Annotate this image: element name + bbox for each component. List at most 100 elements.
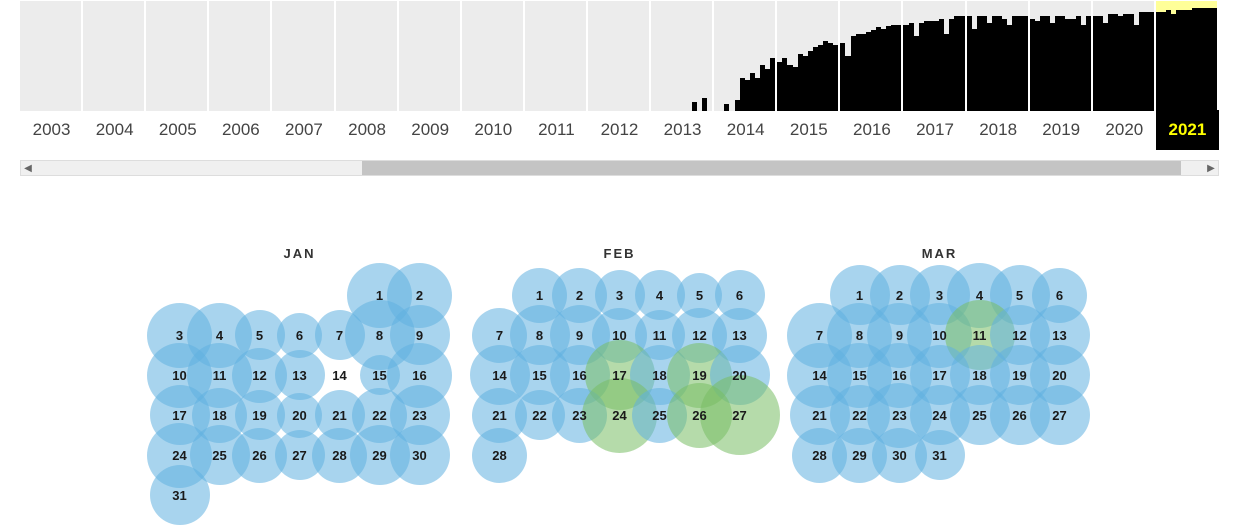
day-13[interactable]: 13 bbox=[720, 315, 760, 355]
day-16[interactable]: 16 bbox=[560, 355, 600, 395]
day-11[interactable]: 11 bbox=[960, 315, 1000, 355]
day-17[interactable]: 17 bbox=[160, 395, 200, 435]
year-cell-2010[interactable] bbox=[462, 1, 525, 111]
day-26[interactable]: 26 bbox=[1000, 395, 1040, 435]
day-23[interactable]: 23 bbox=[880, 395, 920, 435]
day-14[interactable]: 14 bbox=[480, 355, 520, 395]
day-12[interactable]: 12 bbox=[240, 355, 280, 395]
day-20[interactable]: 20 bbox=[720, 355, 760, 395]
year-label-2012[interactable]: 2012 bbox=[588, 110, 651, 150]
year-label-2010[interactable]: 2010 bbox=[462, 110, 525, 150]
day-20[interactable]: 20 bbox=[280, 395, 320, 435]
day-19[interactable]: 19 bbox=[240, 395, 280, 435]
day-27[interactable]: 27 bbox=[280, 435, 320, 475]
day-20[interactable]: 20 bbox=[1040, 355, 1080, 395]
year-label-2016[interactable]: 2016 bbox=[840, 110, 903, 150]
day-16[interactable]: 16 bbox=[400, 355, 440, 395]
day-29[interactable]: 29 bbox=[360, 435, 400, 475]
day-12[interactable]: 12 bbox=[1000, 315, 1040, 355]
day-7[interactable]: 7 bbox=[480, 315, 520, 355]
day-18[interactable]: 18 bbox=[640, 355, 680, 395]
day-13[interactable]: 13 bbox=[1040, 315, 1080, 355]
day-9[interactable]: 9 bbox=[560, 315, 600, 355]
year-cell-2020[interactable] bbox=[1093, 1, 1156, 111]
year-label-2018[interactable]: 2018 bbox=[967, 110, 1030, 150]
day-3[interactable]: 3 bbox=[160, 315, 200, 355]
day-15[interactable]: 15 bbox=[520, 355, 560, 395]
year-label-2017[interactable]: 2017 bbox=[903, 110, 966, 150]
day-28[interactable]: 28 bbox=[800, 435, 840, 475]
year-label-2021[interactable]: 2021 bbox=[1156, 110, 1219, 150]
day-7[interactable]: 7 bbox=[320, 315, 360, 355]
day-24[interactable]: 24 bbox=[600, 395, 640, 435]
day-31[interactable]: 31 bbox=[160, 475, 200, 515]
day-11[interactable]: 11 bbox=[640, 315, 680, 355]
day-21[interactable]: 21 bbox=[480, 395, 520, 435]
day-30[interactable]: 30 bbox=[400, 435, 440, 475]
day-21[interactable]: 21 bbox=[800, 395, 840, 435]
day-10[interactable]: 10 bbox=[160, 355, 200, 395]
year-cell-2021[interactable] bbox=[1156, 1, 1219, 111]
day-4[interactable]: 4 bbox=[640, 275, 680, 315]
year-label-2003[interactable]: 2003 bbox=[20, 110, 83, 150]
year-cell-2011[interactable] bbox=[525, 1, 588, 111]
year-label-2007[interactable]: 2007 bbox=[272, 110, 335, 150]
year-label-2009[interactable]: 2009 bbox=[399, 110, 462, 150]
day-6[interactable]: 6 bbox=[1040, 275, 1080, 315]
scroll-track[interactable] bbox=[35, 161, 1204, 175]
year-cell-2012[interactable] bbox=[588, 1, 651, 111]
day-22[interactable]: 22 bbox=[360, 395, 400, 435]
day-25[interactable]: 25 bbox=[960, 395, 1000, 435]
year-cell-2019[interactable] bbox=[1030, 1, 1093, 111]
day-18[interactable]: 18 bbox=[960, 355, 1000, 395]
year-cell-2005[interactable] bbox=[146, 1, 209, 111]
year-cell-2016[interactable] bbox=[840, 1, 903, 111]
day-16[interactable]: 16 bbox=[880, 355, 920, 395]
day-1[interactable]: 1 bbox=[360, 275, 400, 315]
day-15[interactable]: 15 bbox=[360, 355, 400, 395]
day-23[interactable]: 23 bbox=[560, 395, 600, 435]
day-2[interactable]: 2 bbox=[880, 275, 920, 315]
day-9[interactable]: 9 bbox=[400, 315, 440, 355]
day-22[interactable]: 22 bbox=[840, 395, 880, 435]
day-10[interactable]: 10 bbox=[920, 315, 960, 355]
day-3[interactable]: 3 bbox=[920, 275, 960, 315]
year-cell-2007[interactable] bbox=[272, 1, 335, 111]
year-cell-2017[interactable] bbox=[903, 1, 966, 111]
day-21[interactable]: 21 bbox=[320, 395, 360, 435]
day-13[interactable]: 13 bbox=[280, 355, 320, 395]
day-12[interactable]: 12 bbox=[680, 315, 720, 355]
sparkline-chart[interactable] bbox=[20, 0, 1219, 110]
year-label-2020[interactable]: 2020 bbox=[1093, 110, 1156, 150]
day-1[interactable]: 1 bbox=[840, 275, 880, 315]
day-5[interactable]: 5 bbox=[680, 275, 720, 315]
day-19[interactable]: 19 bbox=[1000, 355, 1040, 395]
day-27[interactable]: 27 bbox=[1040, 395, 1080, 435]
year-label-2006[interactable]: 2006 bbox=[209, 110, 272, 150]
year-cell-2015[interactable] bbox=[777, 1, 840, 111]
day-18[interactable]: 18 bbox=[200, 395, 240, 435]
day-4[interactable]: 4 bbox=[960, 275, 1000, 315]
scroll-right-arrow[interactable]: ▶ bbox=[1204, 163, 1218, 174]
year-cell-2009[interactable] bbox=[399, 1, 462, 111]
day-26[interactable]: 26 bbox=[240, 435, 280, 475]
day-17[interactable]: 17 bbox=[920, 355, 960, 395]
day-29[interactable]: 29 bbox=[840, 435, 880, 475]
day-14[interactable]: 14 bbox=[320, 355, 360, 395]
day-3[interactable]: 3 bbox=[600, 275, 640, 315]
day-17[interactable]: 17 bbox=[600, 355, 640, 395]
day-19[interactable]: 19 bbox=[680, 355, 720, 395]
year-label-2011[interactable]: 2011 bbox=[525, 110, 588, 150]
year-cell-2013[interactable] bbox=[651, 1, 714, 111]
year-cell-2018[interactable] bbox=[967, 1, 1030, 111]
day-7[interactable]: 7 bbox=[800, 315, 840, 355]
day-5[interactable]: 5 bbox=[240, 315, 280, 355]
year-label-2019[interactable]: 2019 bbox=[1030, 110, 1093, 150]
year-label-2008[interactable]: 2008 bbox=[336, 110, 399, 150]
year-label-2013[interactable]: 2013 bbox=[651, 110, 714, 150]
year-cell-2014[interactable] bbox=[714, 1, 777, 111]
day-8[interactable]: 8 bbox=[360, 315, 400, 355]
day-28[interactable]: 28 bbox=[480, 435, 520, 475]
scroll-thumb[interactable] bbox=[362, 161, 1180, 175]
year-label-2015[interactable]: 2015 bbox=[777, 110, 840, 150]
